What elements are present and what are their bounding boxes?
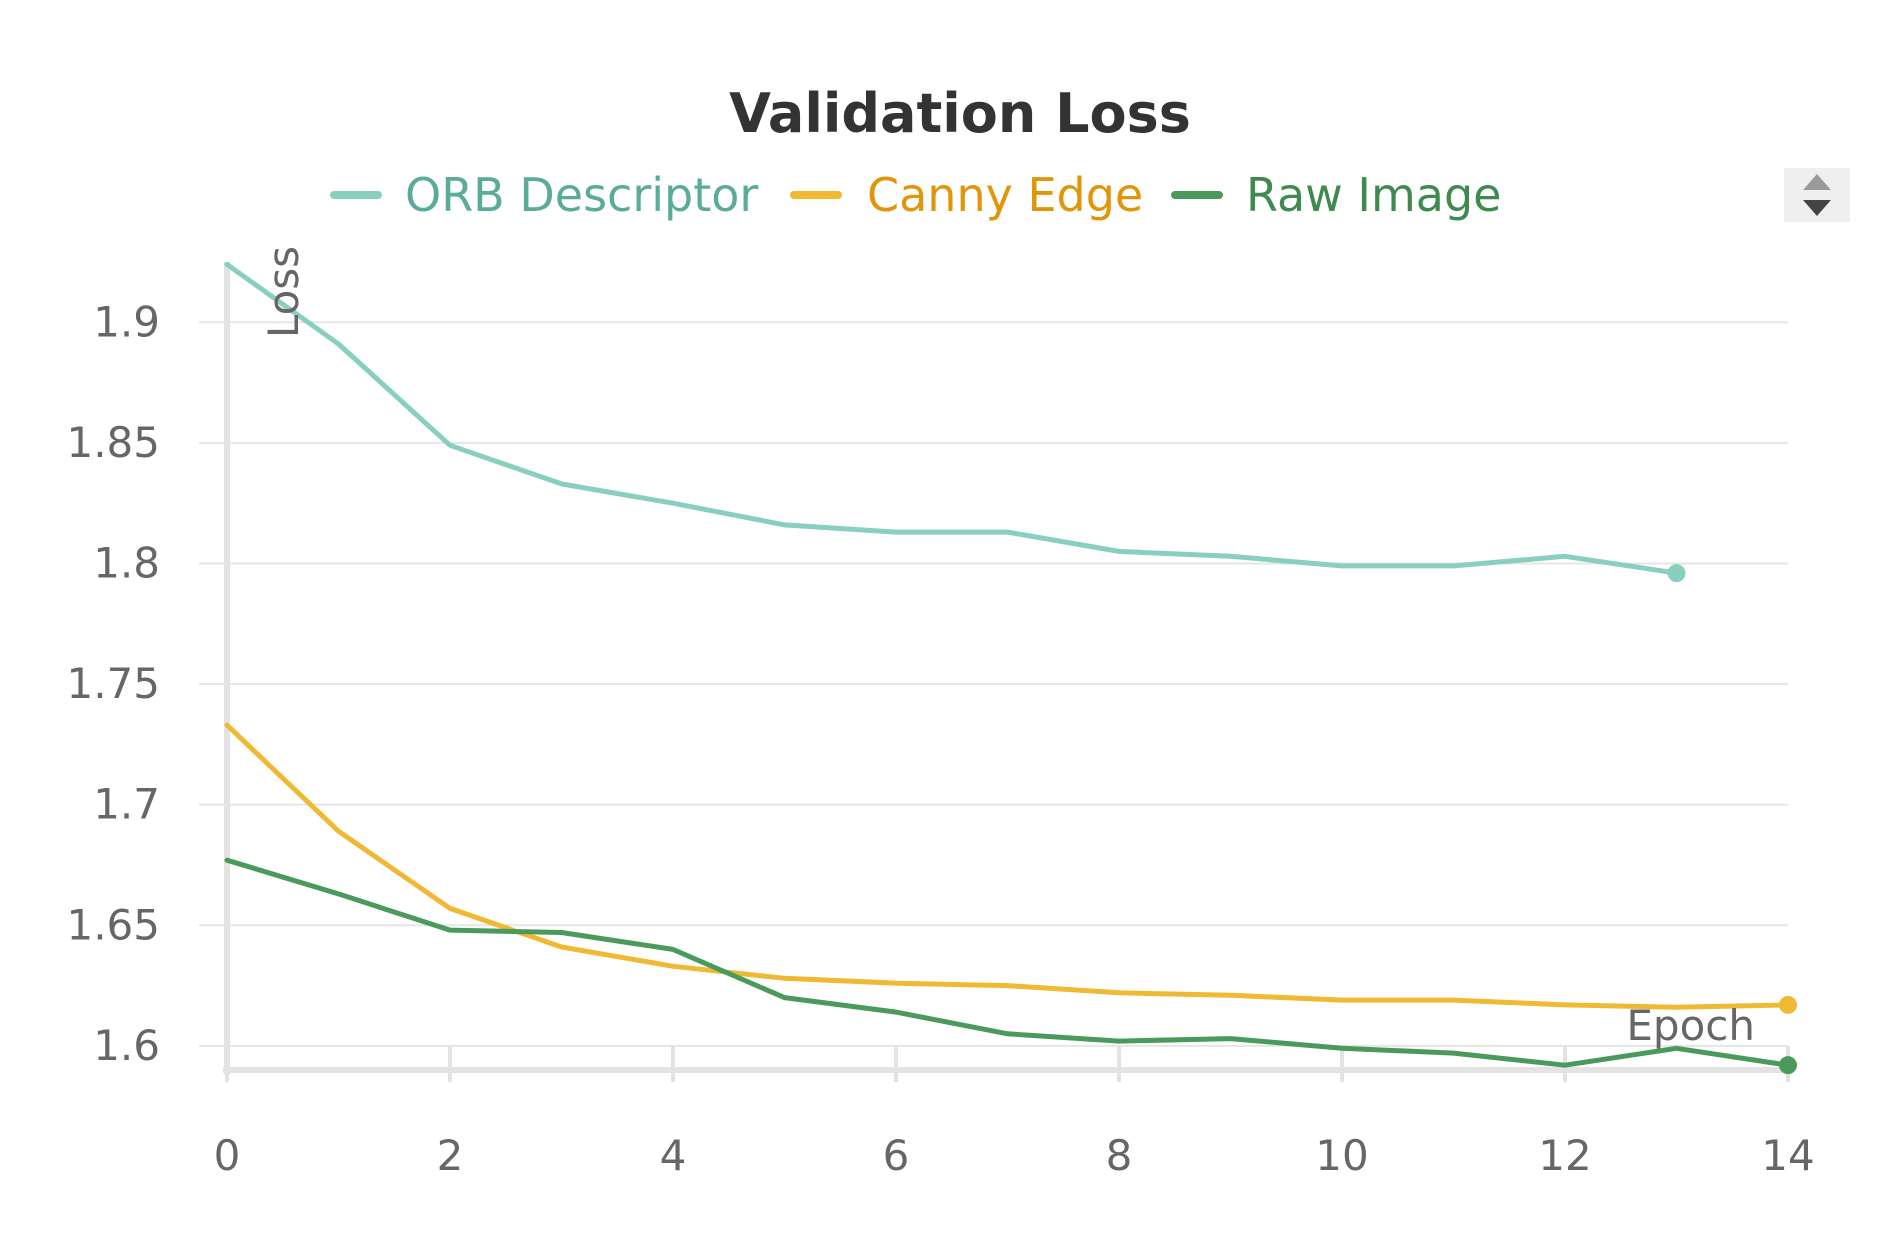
x-tick-label: 12 <box>1538 1131 1591 1180</box>
legend-label[interactable]: ORB Descriptor <box>405 168 758 222</box>
gridlines <box>199 321 1788 1047</box>
y-tick-label: 1.65 <box>66 900 160 949</box>
scroll-up-icon[interactable] <box>1803 174 1831 190</box>
series-line-canny-edge <box>224 722 1791 1010</box>
tick-labels: 1.6 1.65 1.7 1.75 1.8 1.85 1.9 0 2 4 6 8 10 12 14 <box>66 297 1814 1180</box>
series-end-point <box>1779 1056 1797 1075</box>
y-tick-label: 1.85 <box>66 418 160 467</box>
x-tick-label: 2 <box>437 1131 464 1180</box>
scroll-down-icon[interactable] <box>1803 200 1831 216</box>
x-tick-label: 4 <box>660 1131 687 1180</box>
y-tick-label: 1.7 <box>93 780 160 829</box>
legend-scroll-button[interactable] <box>1784 168 1850 222</box>
y-tick-label: 1.8 <box>93 538 160 587</box>
legend-label[interactable]: Raw Image <box>1246 168 1501 222</box>
x-tick-label: 6 <box>883 1131 910 1180</box>
x-tick-label: 14 <box>1761 1131 1814 1180</box>
legend-label[interactable]: Canny Edge <box>867 168 1143 222</box>
chart-title: Validation Loss <box>729 82 1191 145</box>
x-axis-label: Epoch <box>1626 1001 1755 1050</box>
y-tick-label: 1.75 <box>66 659 160 708</box>
y-tick-label: 1.9 <box>93 297 160 346</box>
series-layer <box>224 261 1797 1075</box>
series-line-raw-image <box>224 857 1791 1068</box>
y-axis-label: Loss <box>259 246 308 338</box>
x-tick-label: 8 <box>1106 1131 1133 1180</box>
series-end-point <box>1779 995 1797 1014</box>
x-tick-label: 10 <box>1315 1131 1368 1180</box>
axes <box>223 262 1790 1082</box>
legend: ORB Descriptor Canny Edge Raw Image <box>330 168 1501 222</box>
series-line-orb-descriptor <box>224 261 1679 576</box>
x-tick-label: 0 <box>214 1131 241 1180</box>
series-end-point <box>1667 564 1686 583</box>
y-tick-label: 1.6 <box>93 1021 160 1070</box>
